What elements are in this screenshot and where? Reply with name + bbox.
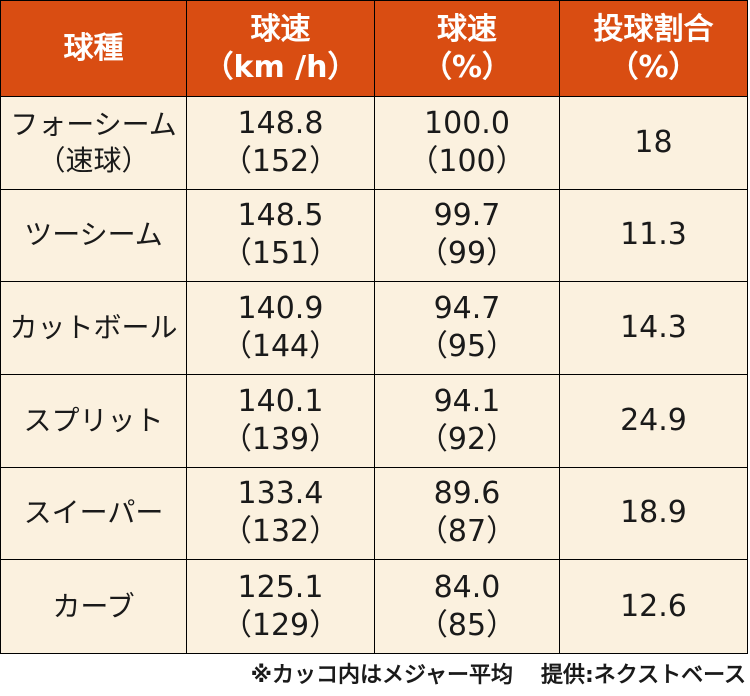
speed-kmh-value: 133.4: [237, 476, 324, 512]
table-row-speed-pct: 99.7 （99）: [375, 189, 560, 283]
table-row-pitch-name: カーブ: [1, 560, 187, 653]
table-row-usage: 18: [560, 97, 747, 190]
speed-kmh-mlb: （144）: [221, 329, 340, 365]
header-speed-kmh: 球速 （km /h）: [187, 1, 375, 97]
table-row-usage: 11.3: [560, 190, 747, 283]
header-pitch-type: 球種: [1, 1, 187, 97]
usage-value: 14.3: [620, 310, 687, 346]
table-row-speed-kmh: 125.1 （129）: [187, 560, 375, 653]
pitch-name: スプリット: [23, 403, 164, 437]
table-row-pitch-name: フォーシーム （速球）: [1, 97, 187, 190]
pitch-name: ツーシーム: [24, 218, 163, 252]
table-row-pitch-name: スイーパー: [1, 467, 187, 561]
header-pitch-type-label: 球種: [63, 30, 124, 66]
table-row-usage: 14.3: [560, 282, 747, 375]
speed-kmh-mlb: （151）: [221, 236, 340, 272]
table-row-usage: 24.9: [560, 375, 747, 468]
table-row-speed-pct: 89.6 （87）: [375, 467, 560, 561]
usage-value: 11.3: [620, 217, 687, 253]
pitch-stats-table: 球種 球速 （km /h） 球速 （%） 投球割合 （%） フォーシーム （速球…: [0, 0, 748, 654]
speed-kmh-value: 140.1: [237, 383, 324, 419]
table-row-pitch-name: スプリット: [1, 374, 187, 468]
speed-pct-mlb: （95）: [417, 329, 517, 365]
speed-pct-value: 94.1: [433, 383, 501, 419]
usage-value: 18: [634, 124, 673, 160]
footer-note: ※カッコ内はメジャー平均 提供:ネクストベース: [0, 660, 746, 692]
header-speed-kmh-label: 球速: [250, 11, 311, 47]
pitch-name: カーブ: [52, 589, 135, 623]
table-row-speed-pct: 100.0 （100）: [375, 97, 560, 190]
speed-pct-value: 94.7: [433, 291, 501, 327]
table-row-speed-kmh: 148.5 （151）: [187, 189, 375, 283]
usage-value: 18.9: [620, 495, 687, 531]
table-row-pitch-name: カットボール: [1, 282, 187, 375]
table-row-usage: 18.9: [560, 468, 747, 561]
header-speed-pct: 球速 （%）: [375, 1, 560, 97]
header-speed-kmh-unit: （km /h）: [203, 49, 358, 85]
speed-kmh-mlb: （132）: [221, 514, 340, 550]
speed-kmh-value: 140.9: [237, 291, 324, 327]
table-row-speed-kmh: 133.4 （132）: [187, 467, 375, 561]
header-usage-label: 投球割合: [593, 11, 714, 47]
speed-kmh-value: 148.5: [237, 198, 324, 234]
pitch-name: カットボール: [9, 311, 178, 345]
speed-pct-value: 100.0: [424, 105, 510, 141]
header-usage-unit: （%）: [608, 49, 699, 85]
speed-kmh-mlb: （129）: [221, 607, 340, 643]
header-speed-pct-unit: （%）: [421, 49, 513, 85]
speed-pct-mlb: （100）: [408, 143, 526, 179]
table-row-speed-kmh: 148.8 （152）: [187, 97, 375, 190]
speed-pct-mlb: （87）: [417, 514, 517, 550]
table-row-speed-kmh: 140.9 （144）: [187, 282, 375, 375]
usage-value: 12.6: [620, 588, 687, 624]
speed-pct-value: 99.7: [433, 198, 501, 234]
header-speed-pct-label: 球速: [437, 11, 497, 47]
speed-kmh-mlb: （139）: [221, 421, 340, 457]
speed-pct-mlb: （99）: [417, 236, 517, 272]
speed-kmh-value: 148.8: [237, 105, 324, 141]
speed-kmh-mlb: （152）: [221, 143, 340, 179]
header-usage: 投球割合 （%）: [560, 1, 747, 97]
speed-pct-value: 84.0: [433, 569, 501, 605]
speed-kmh-value: 125.1: [237, 569, 324, 605]
pitch-name: フォーシーム: [10, 107, 177, 141]
speed-pct-value: 89.6: [433, 476, 501, 512]
source-credit: 提供:ネクストベース: [540, 663, 746, 688]
table-row-speed-pct: 94.1 （92）: [375, 374, 560, 468]
table-row-speed-kmh: 140.1 （139）: [187, 374, 375, 468]
pitch-name: スイーパー: [23, 496, 164, 530]
usage-value: 24.9: [620, 402, 687, 438]
table-row-usage: 12.6: [560, 560, 747, 653]
mlb-average-note: ※カッコ内はメジャー平均: [250, 663, 513, 688]
speed-pct-mlb: （85）: [417, 607, 517, 643]
table-row-pitch-name: ツーシーム: [1, 189, 187, 283]
speed-pct-mlb: （92）: [417, 421, 517, 457]
table-row-speed-pct: 94.7 （95）: [375, 282, 560, 375]
table-row-speed-pct: 84.0 （85）: [375, 560, 560, 653]
pitch-name-sub: （速球）: [37, 143, 150, 177]
